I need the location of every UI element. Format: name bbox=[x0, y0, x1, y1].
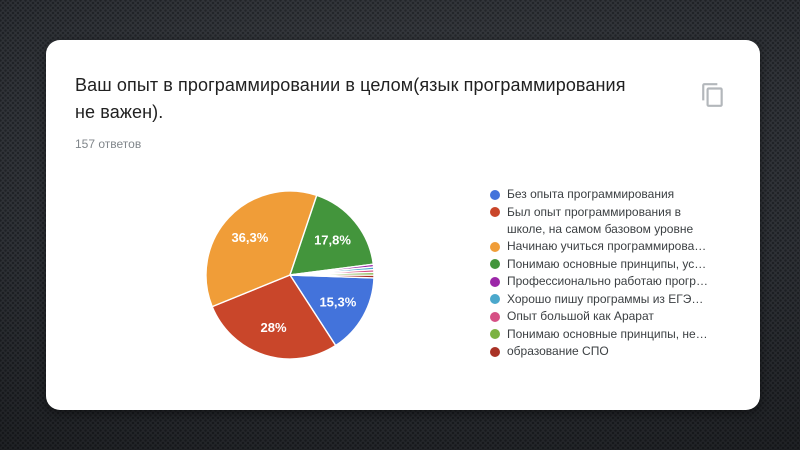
legend-item: образование СПО bbox=[490, 343, 740, 360]
legend-color-dot bbox=[490, 259, 500, 269]
legend-label: Понимаю основные принципы, ус… bbox=[507, 256, 707, 271]
pie-slice-label: 17,8% bbox=[314, 233, 351, 248]
legend-item: Был опыт программирования в школе, на са… bbox=[490, 204, 740, 238]
question-title-line1: Ваш опыт в программировании в целом(язык… bbox=[75, 75, 626, 95]
legend-color-dot bbox=[490, 207, 500, 217]
legend-item: Понимаю основные принципы, ус… bbox=[490, 256, 740, 273]
pie-slice[interactable] bbox=[205, 190, 318, 308]
legend-item: Профессионально работаю прогр… bbox=[490, 273, 740, 290]
legend-item: Без опыта программирования bbox=[490, 186, 740, 203]
legend-item: Понимаю основные принципы, не… bbox=[490, 326, 740, 343]
pie-slice-label: 15,3% bbox=[319, 295, 356, 310]
question-title-line2: не важен). bbox=[75, 102, 164, 122]
legend-item: Опыт большой как Арарат bbox=[490, 308, 740, 325]
legend-label: Хорошо пишу программы из ЕГЭ… bbox=[507, 291, 704, 306]
question-title: Ваш опыт в программировании в целом(язык… bbox=[75, 72, 715, 126]
question-card: Ваш опыт в программировании в целом(язык… bbox=[46, 40, 760, 410]
pie-slice-label: 28% bbox=[260, 320, 286, 335]
legend-label: Был опыт программирования в школе, на са… bbox=[507, 204, 694, 236]
responses-count: 157 ответов bbox=[75, 137, 142, 151]
legend-label: образование СПО bbox=[507, 344, 609, 358]
legend-label: Без опыта программирования bbox=[507, 187, 675, 201]
pie-slice[interactable] bbox=[289, 194, 375, 276]
pie-slice[interactable] bbox=[289, 274, 375, 347]
legend-color-dot bbox=[490, 189, 500, 200]
pie-chart: 15,3% 28% 36,3% 17,8% bbox=[205, 190, 375, 360]
legend-color-dot bbox=[490, 276, 500, 287]
legend-item: Начинаю учиться программирова… bbox=[490, 238, 740, 255]
legend-label: Понимаю основные принципы, не… bbox=[507, 326, 708, 341]
legend-item: Хорошо пишу программы из ЕГЭ… bbox=[490, 291, 740, 308]
pie-slice[interactable] bbox=[211, 274, 337, 360]
legend-color-dot bbox=[490, 329, 500, 339]
pie-slice[interactable] bbox=[289, 274, 375, 279]
legend-color-dot bbox=[490, 241, 500, 252]
content-copy-icon bbox=[702, 83, 723, 107]
copy-button[interactable] bbox=[700, 82, 726, 108]
legend-label: Профессионально работаю прогр… bbox=[507, 274, 708, 288]
legend-color-dot bbox=[490, 311, 500, 322]
pie-slice-label: 36,3% bbox=[231, 230, 268, 245]
legend-color-dot bbox=[490, 294, 500, 304]
chart-legend: Без опыта программирования Был опыт прогр… bbox=[490, 186, 740, 361]
legend-color-dot bbox=[490, 346, 500, 357]
legend-label: Опыт большой как Арарат bbox=[507, 309, 654, 323]
legend-label: Начинаю учиться программирова… bbox=[507, 239, 707, 253]
